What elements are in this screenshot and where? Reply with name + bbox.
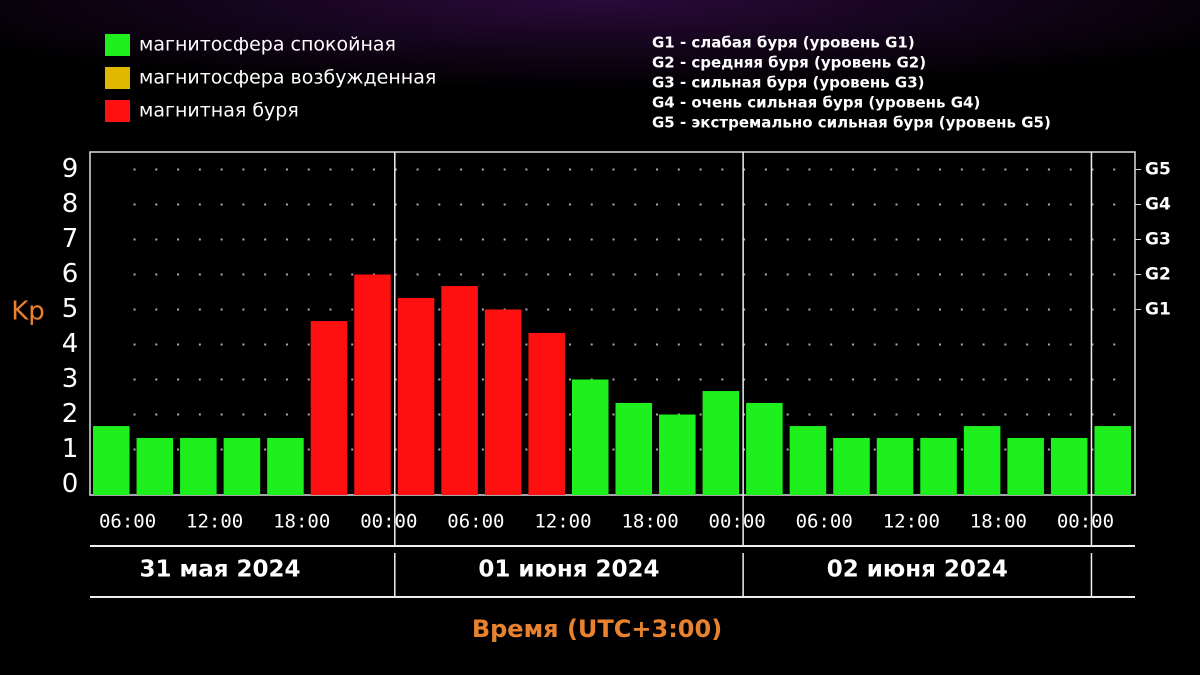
- x-tick-label: 06:00: [99, 511, 156, 533]
- y2-tick-label: G1: [1145, 300, 1171, 320]
- bar: [484, 309, 522, 495]
- x-tick-label: 00:00: [360, 511, 417, 533]
- storm-level-note: G5 - экстремально сильная буря (уровень …: [652, 114, 1051, 132]
- legend-swatch: [105, 100, 130, 122]
- bar: [963, 426, 1001, 495]
- bar: [136, 437, 174, 495]
- x-tick-label: 00:00: [709, 511, 766, 533]
- bar: [267, 437, 304, 495]
- plot-frame: [89, 151, 1136, 496]
- y-tick-label: 8: [62, 189, 79, 219]
- y-axis-label: Kp: [11, 297, 45, 327]
- y-tick-label: 6: [62, 259, 79, 289]
- x-tick-label: 18:00: [621, 511, 678, 533]
- bar: [354, 274, 391, 495]
- y2-tick-label: G3: [1145, 230, 1171, 250]
- bar: [702, 391, 740, 495]
- x-tick-label: 06:00: [447, 511, 504, 533]
- bar: [441, 286, 478, 495]
- x-tick-label: 00:00: [1057, 511, 1114, 533]
- storm-level-note: G3 - сильная буря (уровень G3): [652, 74, 925, 92]
- y-tick-label: 0: [62, 469, 79, 499]
- y2-tick-label: G5: [1145, 160, 1171, 180]
- bar: [615, 402, 653, 495]
- legend-swatch: [105, 34, 130, 56]
- y-tick-label: 1: [62, 434, 79, 464]
- bar: [397, 297, 435, 495]
- bar: [920, 437, 957, 495]
- x-tick-label: 06:00: [796, 511, 853, 533]
- y-tick-label: 5: [62, 294, 79, 324]
- x-axis-label: Время (UTC+3:00): [472, 615, 722, 643]
- y-tick-label: 2: [62, 399, 79, 429]
- y-tick-label: 7: [62, 224, 79, 254]
- bar: [93, 426, 130, 495]
- bar: [746, 402, 783, 495]
- x-tick-label: 18:00: [273, 511, 330, 533]
- bar: [659, 414, 696, 495]
- date-label: 01 июня 2024: [478, 557, 659, 583]
- bar: [1094, 426, 1131, 495]
- background-glow: [0, 0, 1200, 150]
- bar: [571, 379, 609, 495]
- x-tick-label: 12:00: [186, 511, 243, 533]
- legend-swatch: [105, 67, 130, 89]
- bar: [180, 437, 217, 495]
- storm-level-note: G2 - средняя буря (уровень G2): [652, 54, 926, 72]
- y2-tick-label: G4: [1145, 195, 1171, 215]
- y-tick-label: 9: [62, 154, 79, 184]
- bar: [833, 437, 870, 495]
- x-tick-label: 12:00: [883, 511, 940, 533]
- x-tick-label: 18:00: [970, 511, 1027, 533]
- legend-label: магнитная буря: [139, 100, 299, 122]
- x-tick-label: 12:00: [534, 511, 591, 533]
- date-label: 31 мая 2024: [139, 557, 300, 583]
- y-tick-label: 3: [62, 364, 79, 394]
- bar: [1050, 437, 1088, 495]
- legend-label: магнитосфера возбужденная: [139, 67, 436, 89]
- bar: [876, 437, 914, 495]
- storm-level-note: G4 - очень сильная буря (уровень G4): [652, 94, 980, 112]
- storm-level-note: G1 - слабая буря (уровень G1): [652, 34, 915, 52]
- date-label: 02 июня 2024: [827, 557, 1008, 583]
- bar: [310, 321, 348, 495]
- bar: [528, 332, 565, 495]
- y2-tick-label: G2: [1145, 265, 1171, 285]
- bar: [223, 437, 261, 495]
- bar: [1007, 437, 1044, 495]
- bar: [789, 426, 827, 495]
- legend-label: магнитосфера спокойная: [139, 34, 396, 56]
- y-tick-label: 4: [62, 329, 79, 359]
